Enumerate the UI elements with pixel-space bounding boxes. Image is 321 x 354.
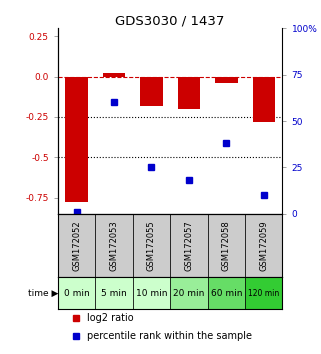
Text: GSM172053: GSM172053: [109, 220, 118, 271]
Text: 0 min: 0 min: [64, 289, 89, 298]
Bar: [65, 77, 88, 202]
Text: 60 min: 60 min: [211, 289, 242, 298]
Text: GSM172055: GSM172055: [147, 220, 156, 271]
Text: percentile rank within the sample: percentile rank within the sample: [87, 331, 252, 341]
Text: 5 min: 5 min: [101, 289, 127, 298]
Text: GSM172059: GSM172059: [259, 220, 268, 271]
Title: GDS3030 / 1437: GDS3030 / 1437: [116, 14, 225, 27]
Bar: [103, 73, 125, 77]
Bar: [208, 278, 245, 309]
Bar: [245, 214, 282, 278]
Bar: [140, 77, 163, 106]
Text: log2 ratio: log2 ratio: [87, 313, 134, 322]
Text: GSM172057: GSM172057: [184, 220, 193, 271]
Bar: [133, 278, 170, 309]
Bar: [208, 214, 245, 278]
Bar: [170, 278, 208, 309]
Bar: [170, 214, 208, 278]
Text: GSM172058: GSM172058: [222, 220, 231, 271]
Bar: [178, 77, 200, 109]
Bar: [95, 214, 133, 278]
Text: GSM172052: GSM172052: [72, 220, 81, 271]
Text: 120 min: 120 min: [248, 289, 279, 298]
Bar: [133, 214, 170, 278]
Bar: [253, 77, 275, 122]
Bar: [58, 214, 95, 278]
Bar: [58, 278, 95, 309]
Text: time ▶: time ▶: [28, 289, 58, 298]
Bar: [245, 278, 282, 309]
Text: 10 min: 10 min: [136, 289, 167, 298]
Bar: [95, 278, 133, 309]
Bar: [215, 77, 238, 83]
Text: 20 min: 20 min: [173, 289, 204, 298]
